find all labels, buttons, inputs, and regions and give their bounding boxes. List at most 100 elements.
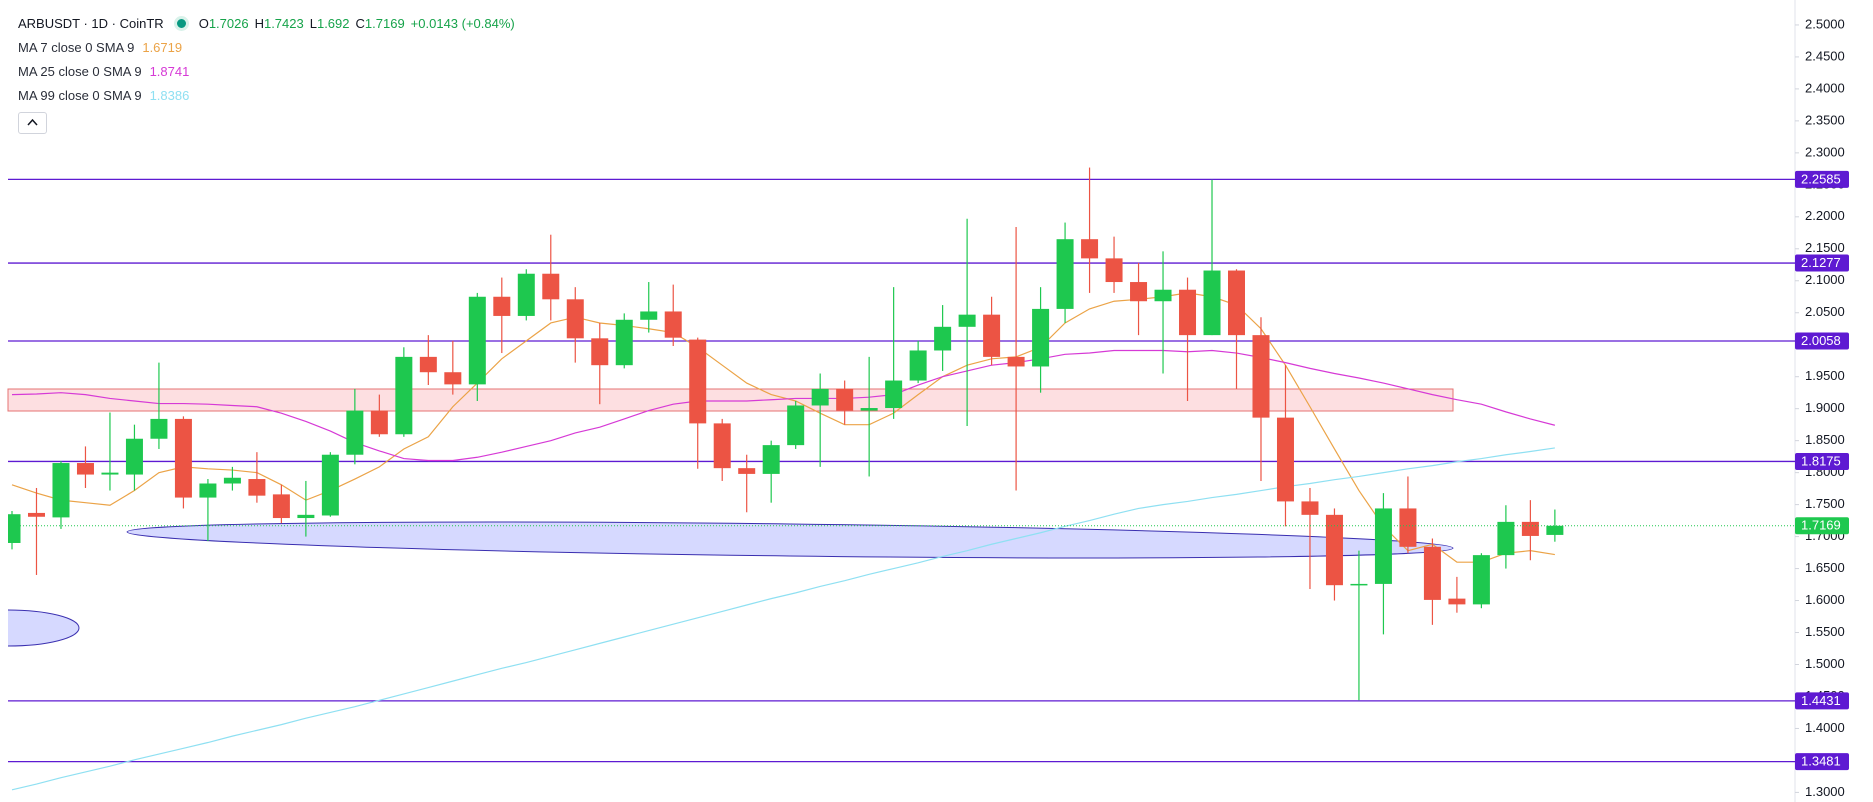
candle-body: [1448, 598, 1466, 605]
candle-body: [517, 273, 535, 316]
y-tick-label: 2.5000: [1805, 16, 1845, 31]
y-tick-label: 2.4500: [1805, 48, 1845, 63]
candle-body: [52, 463, 70, 518]
candle-body: [346, 410, 364, 455]
candle-body: [542, 273, 560, 300]
candle-body: [1301, 501, 1319, 515]
candle-body: [664, 311, 682, 338]
y-tick-label: 2.0500: [1805, 304, 1845, 319]
y-tick-label: 2.1000: [1805, 272, 1845, 287]
candle-body: [248, 479, 266, 496]
level-label: 1.4431: [1801, 693, 1841, 708]
candle-body: [958, 314, 976, 327]
ma-name: MA 7 close 0 SMA 9: [18, 40, 135, 55]
candle-body: [1105, 258, 1123, 283]
change: +0.0143 (+0.84%): [410, 16, 515, 31]
candle-body: [8, 514, 21, 543]
candle-body: [370, 410, 388, 435]
ma-row: MA 99 close 0 SMA 9 1.8386: [18, 84, 521, 108]
legend: ARBUSDT · 1D · CoinTR O1.7026 H1.7423 L1.69…: [18, 12, 521, 134]
candle-body: [1007, 356, 1025, 367]
ma-value: 1.8386: [149, 88, 190, 103]
candle-body: [1081, 239, 1099, 259]
candle-body: [836, 388, 854, 411]
level-label-box: [1795, 170, 1849, 188]
candle-body: [762, 445, 780, 474]
ohlc-prefix: L: [309, 16, 317, 31]
candle-body: [27, 512, 45, 517]
plot-area: [8, 167, 1795, 791]
candle-body: [297, 514, 315, 519]
level-label: 2.1277: [1801, 255, 1841, 270]
level-label-box: [1795, 254, 1849, 272]
status-dot: [173, 16, 189, 31]
open-value: 1.7026: [208, 16, 249, 31]
candle-body: [1056, 239, 1074, 309]
y-tick-label: 1.6000: [1805, 592, 1845, 607]
candle-body: [1374, 508, 1392, 584]
candle-body: [444, 372, 462, 385]
ma-name: MA 25 close 0 SMA 9: [18, 64, 142, 79]
high-value: 1.7423: [263, 16, 304, 31]
candle-body: [493, 296, 511, 316]
y-tick-label: 2.4000: [1805, 80, 1845, 95]
candle-body: [125, 438, 143, 475]
ma-line: [11, 292, 1555, 563]
y-tick-label: 1.7500: [1805, 496, 1845, 511]
candle-body: [787, 405, 805, 446]
y-tick-label: 2.3000: [1805, 144, 1845, 159]
candle-body: [395, 356, 413, 435]
candle-body: [419, 356, 437, 373]
ma-line: [11, 349, 1556, 462]
level-label: 1.3481: [1801, 754, 1841, 769]
candle-body: [1472, 555, 1490, 605]
candle-body: [1399, 508, 1417, 547]
symbol-row: ARBUSDT · 1D · CoinTR O1.7026 H1.7423 L1.69…: [18, 12, 521, 36]
candle-body: [1154, 289, 1172, 302]
candle-body: [1228, 270, 1245, 336]
ma-line: [11, 447, 1555, 791]
ohlc-prefix: H: [254, 16, 264, 31]
candle-body: [272, 494, 290, 519]
zone-rectangle: [7, 388, 1454, 412]
candle-body: [1325, 514, 1343, 586]
candle-body: [1423, 546, 1441, 600]
candle-body: [860, 408, 878, 411]
y-tick-label: 1.5000: [1805, 656, 1845, 671]
candle-body: [150, 418, 168, 439]
y-tick-label: 2.1500: [1805, 240, 1845, 255]
level-label: 1.8175: [1801, 453, 1841, 468]
price-label: 1.7169: [1801, 518, 1841, 533]
candle-body: [738, 468, 756, 474]
level-label: 2.2585: [1801, 171, 1841, 186]
candle-body: [199, 483, 217, 498]
y-tick-label: 1.9500: [1805, 368, 1845, 383]
y-tick-label: 2.2000: [1805, 208, 1845, 223]
low-value: 1.692: [316, 16, 350, 31]
level-label-box: [1795, 692, 1849, 710]
y-tick-label: 2.3500: [1805, 112, 1845, 127]
candle-body: [1179, 289, 1197, 336]
ohlc-prefix: O: [198, 16, 209, 31]
candle-body: [566, 299, 584, 339]
level-label-box: [1795, 753, 1849, 771]
candle-body: [934, 326, 952, 351]
price-label-box: [1795, 517, 1849, 535]
price-axis: 1.30001.35001.40001.45001.50001.55001.60…: [1795, 16, 1849, 799]
collapse-button[interactable]: [18, 112, 47, 134]
level-label: 2.0058: [1801, 333, 1841, 348]
candle-body: [1276, 417, 1294, 502]
candle-body: [885, 380, 903, 409]
ellipse-group: [8, 609, 80, 647]
close-value: 1.7169: [364, 16, 405, 31]
ellipse-drawing: [8, 609, 80, 647]
y-tick-label: 1.8500: [1805, 432, 1845, 447]
candle-body: [76, 463, 94, 475]
candle-body: [1521, 521, 1539, 536]
y-tick-label: 1.5500: [1805, 624, 1845, 639]
symbol: ARBUSDT · 1D · CoinTR: [18, 16, 164, 31]
ma-row: MA 25 close 0 SMA 9 1.8741: [18, 60, 521, 84]
level-label-box: [1795, 452, 1849, 470]
y-tick-label: 1.3000: [1805, 784, 1845, 799]
